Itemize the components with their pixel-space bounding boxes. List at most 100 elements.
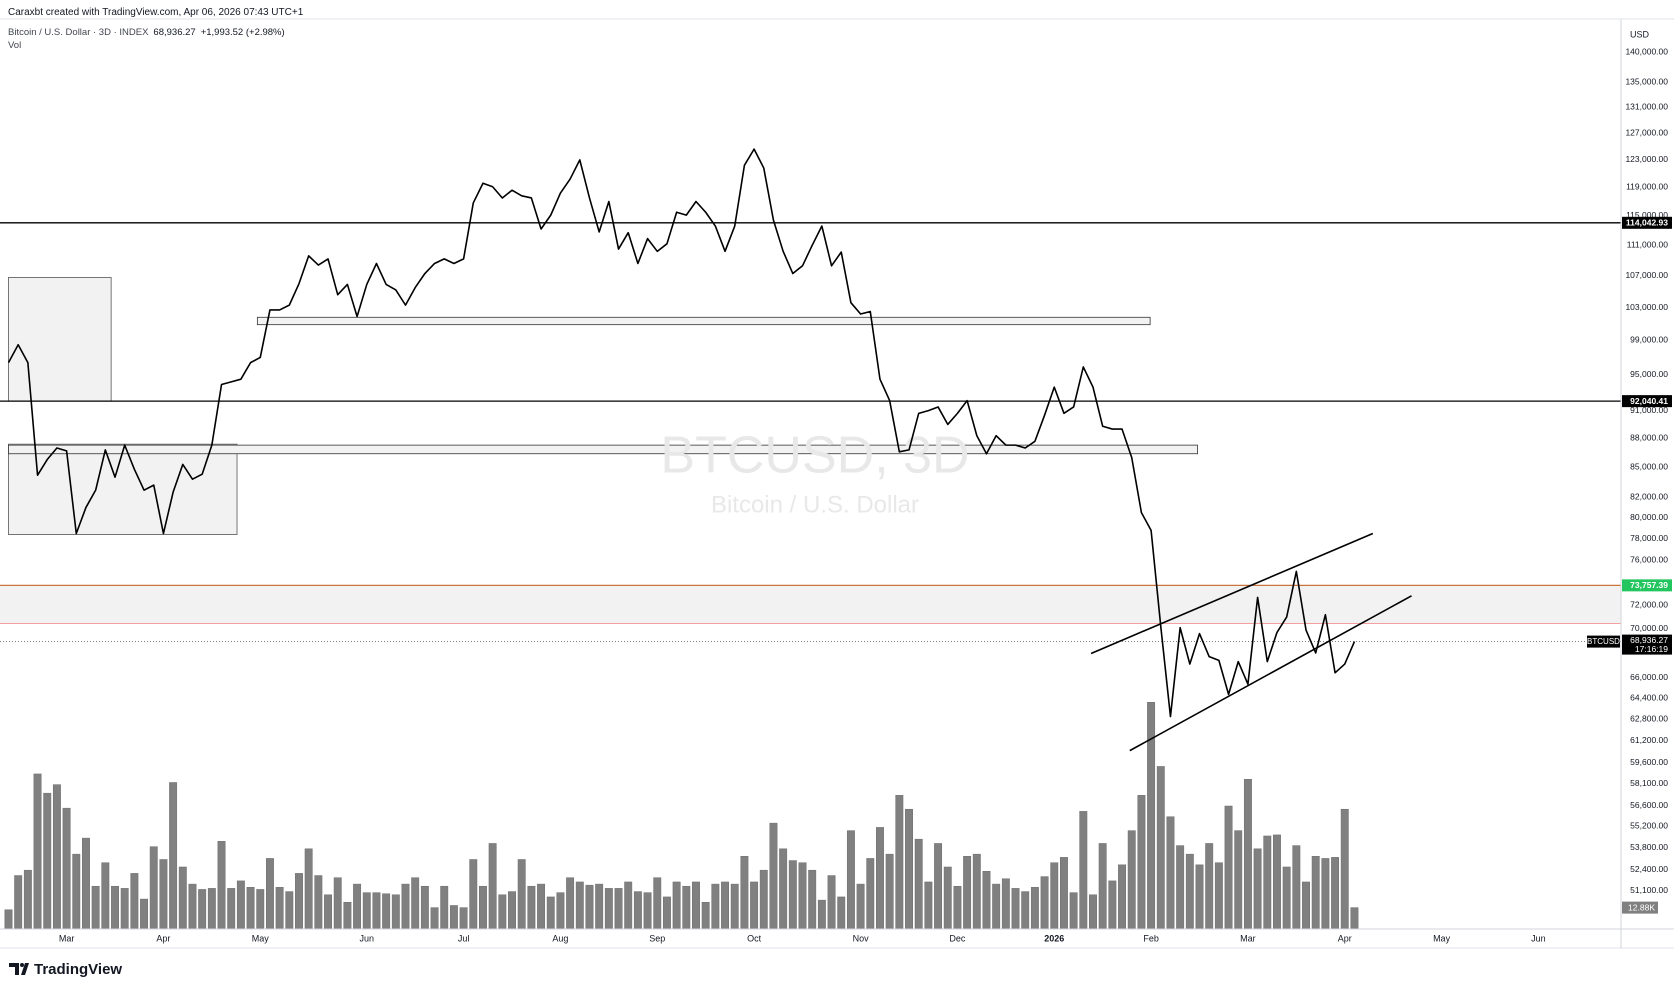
x-tick-label: 2026 (1044, 933, 1064, 943)
volume-bar (953, 885, 962, 930)
volume-bar (905, 808, 913, 930)
volume-bar (430, 907, 439, 930)
volume-bar (517, 859, 526, 930)
y-tick-label: 119,000.00 (1626, 182, 1668, 192)
volume-bar (692, 881, 700, 930)
volume-bar (943, 866, 952, 930)
x-tick-label: Jun (1531, 933, 1546, 943)
volume-bar (469, 859, 478, 930)
y-tick-label: 107,000.00 (1625, 270, 1668, 280)
x-tick-label: Mar (1240, 933, 1256, 943)
volume-bar (411, 877, 420, 930)
y-tick-label: 80,000.00 (1630, 512, 1668, 522)
legend: Bitcoin / U.S. Dollar · 3D · INDEX 68,936… (8, 27, 290, 38)
y-tick-label: 131,000.00 (1625, 102, 1668, 112)
volume-bar (798, 862, 807, 930)
watermark-subtitle: Bitcoin / U.S. Dollar (711, 491, 919, 518)
volume-bar (982, 870, 991, 930)
volume-bar (662, 896, 671, 930)
volume-bar (178, 866, 187, 930)
volume-tag-label: 12.88K (1628, 902, 1655, 912)
x-tick-label: Mar (59, 933, 75, 943)
volume-bar (972, 853, 981, 930)
volume-bar (1273, 834, 1281, 930)
volume-bar (566, 877, 575, 930)
volume-bar (401, 883, 410, 930)
volume-bar (914, 838, 923, 930)
y-tick-label: 82,000.00 (1630, 491, 1668, 501)
volume-bar (1059, 857, 1068, 930)
volume-bar (1340, 808, 1349, 930)
level-tag-label: 92,040.41 (1630, 396, 1668, 406)
volume-bar (876, 827, 884, 930)
volume-bar (846, 830, 855, 930)
legend-symbol: Bitcoin / U.S. Dollar · 3D · INDEX (8, 27, 149, 38)
volume-bar (236, 880, 245, 930)
level-tag-label: 73,757.39 (1630, 580, 1668, 590)
volume-bar (508, 891, 516, 930)
volume-bar (23, 869, 32, 930)
volume-bar (382, 893, 391, 930)
currency: USD (1630, 29, 1650, 39)
volume-bar (14, 875, 23, 930)
volume-bar (546, 896, 555, 930)
volume-bar (1176, 845, 1185, 930)
y-tick-label: 59,600.00 (1630, 757, 1668, 767)
brand: TradingView (34, 961, 122, 978)
volume-bar (1195, 864, 1204, 930)
countdown: 17:16:19 (1635, 644, 1668, 654)
volume-bar (391, 894, 400, 930)
volume-bar (420, 885, 429, 930)
volume-bar (701, 902, 710, 930)
legend-last: 68,936.27 (153, 27, 196, 38)
volume-bar (159, 859, 168, 930)
volume-bar (120, 888, 129, 930)
volume-bar (1147, 702, 1156, 930)
trendline (1090, 532, 1374, 655)
volume-bar (1253, 848, 1262, 930)
y-tick-label: 91,000.00 (1630, 405, 1668, 415)
volume-bar (721, 881, 729, 930)
volume-bar (440, 885, 449, 930)
volume-bar (169, 782, 178, 930)
volume-bar (556, 892, 565, 930)
x-tick-label: Apr (1338, 933, 1352, 943)
y-tick-label: 99,000.00 (1630, 335, 1668, 345)
price-tag (1622, 634, 1672, 655)
volume-bar (643, 892, 652, 930)
volume-bar (333, 877, 342, 930)
volume-bar (91, 885, 100, 930)
volume-bar (449, 905, 458, 930)
y-tick-label: 135,000.00 (1625, 77, 1668, 87)
volume-bar (595, 883, 604, 930)
y-tick-label: 103,000.00 (1625, 302, 1668, 312)
volume-bar (4, 909, 13, 930)
volume-bar (285, 891, 294, 930)
y-tick-label: 111,000.00 (1627, 240, 1669, 250)
legend-change: +1,993.52 (+2.98%) (200, 27, 285, 38)
volume-bar (362, 892, 371, 930)
volume-bar (1001, 878, 1010, 930)
volume-bar (1098, 843, 1107, 930)
volume-bar (1079, 811, 1088, 930)
volume-bar (304, 848, 313, 930)
volume-bar (149, 846, 158, 930)
byline: Caraxbt created with TradingView.com, Ap… (8, 7, 304, 18)
volume-bar (1321, 858, 1330, 930)
volume-bar (217, 841, 226, 930)
volume-bar (817, 899, 826, 930)
volume-bar (837, 896, 846, 930)
symbol-tag-label: BTCUSD (1587, 637, 1620, 646)
volume-bar (295, 873, 303, 930)
y-tick-label: 58,100.00 (1630, 778, 1668, 788)
volume-bar (895, 795, 904, 930)
volume-bar (275, 887, 284, 930)
volume-bar (1050, 862, 1059, 930)
volume-bar (488, 843, 497, 930)
volume-bar (992, 883, 1001, 930)
y-tick-label: 85,000.00 (1630, 462, 1668, 472)
y-tick-label: 70,000.00 (1630, 623, 1668, 633)
volume-bar (866, 858, 875, 930)
y-tick-label: 127,000.00 (1625, 128, 1668, 138)
